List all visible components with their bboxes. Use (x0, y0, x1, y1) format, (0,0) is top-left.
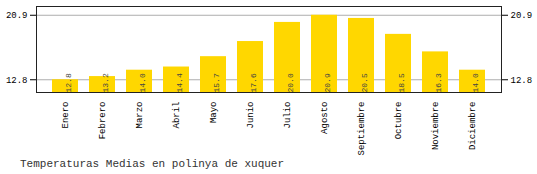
svg-text:18.5: 18.5 (397, 73, 406, 92)
svg-text:15.7: 15.7 (212, 73, 221, 92)
svg-text:12.8: 12.8 (64, 73, 73, 92)
svg-text:14.4: 14.4 (175, 73, 184, 92)
svg-text:Agosto: Agosto (320, 102, 330, 134)
svg-text:17.6: 17.6 (249, 73, 258, 92)
svg-text:Octubre: Octubre (394, 102, 404, 140)
svg-text:Noviembre: Noviembre (431, 102, 441, 151)
svg-text:Abril: Abril (172, 102, 182, 129)
svg-text:16.3: 16.3 (434, 73, 443, 92)
svg-text:Febrero: Febrero (98, 102, 108, 140)
svg-text:Septiembre: Septiembre (357, 102, 367, 156)
svg-text:Junio: Junio (246, 102, 256, 129)
svg-text:14.0: 14.0 (138, 73, 147, 92)
html-text:Temperaturas Medias en polinya: Temperaturas Medias en polinya de xuquer (20, 158, 284, 170)
svg-text:20.0: 20.0 (286, 73, 295, 92)
svg-text:20.9: 20.9 (323, 73, 332, 92)
svg-text:Mayo: Mayo (209, 102, 219, 124)
svg-text:20.9: 20.9 (511, 11, 533, 21)
svg-text:Diciembre: Diciembre (468, 102, 478, 151)
svg-text:Marzo: Marzo (135, 102, 145, 129)
svg-text:14.0: 14.0 (471, 73, 480, 92)
svg-text:20.9: 20.9 (6, 11, 28, 21)
svg-text:13.2: 13.2 (101, 73, 110, 92)
svg-text:12.8: 12.8 (511, 76, 533, 86)
svg-text:20.5: 20.5 (360, 73, 369, 92)
svg-text:12.8: 12.8 (6, 76, 28, 86)
svg-text:Julio: Julio (283, 102, 293, 129)
svg-text:Enero: Enero (61, 102, 71, 129)
